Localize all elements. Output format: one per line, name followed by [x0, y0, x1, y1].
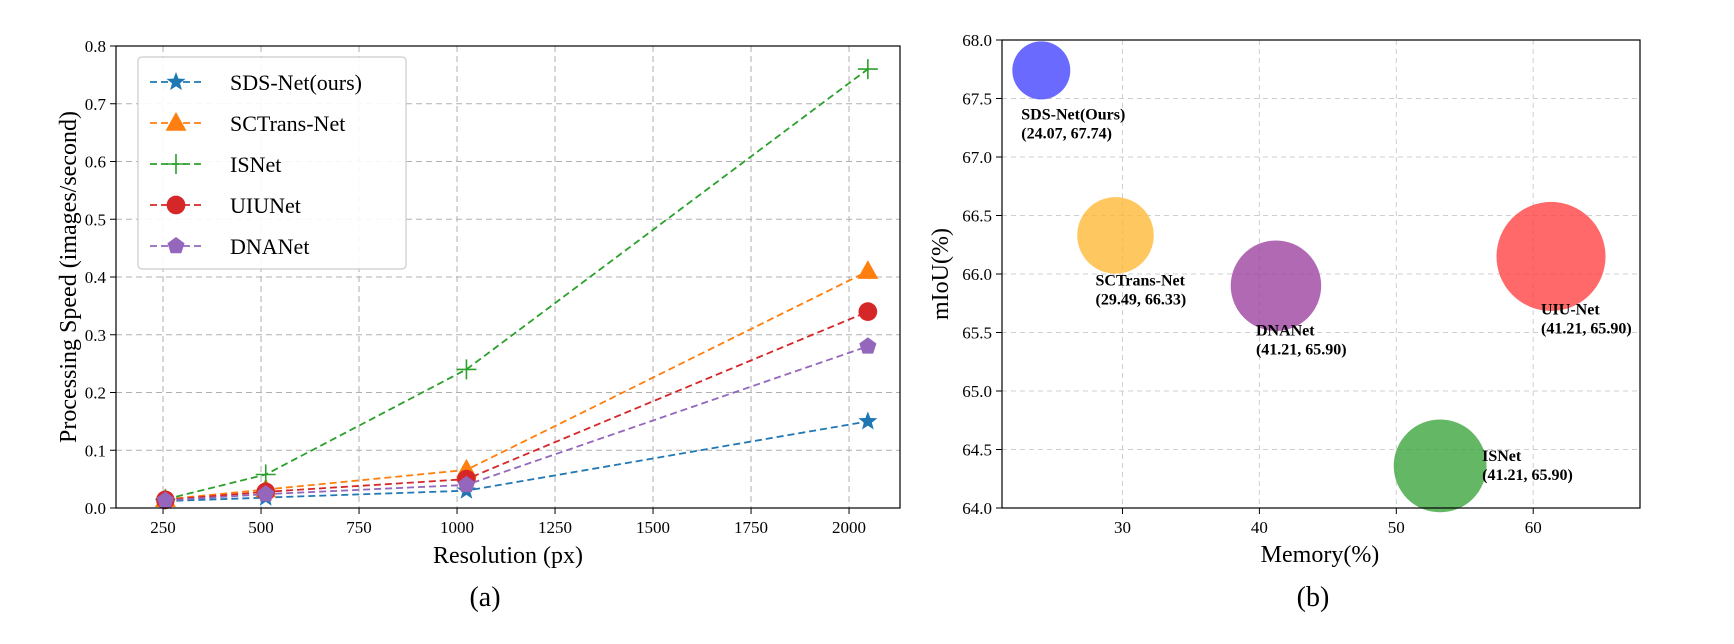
memory-chart-y-label: mIoU(%)	[928, 228, 954, 320]
bubble	[1393, 419, 1487, 513]
bubble-value-label: (41.21, 65.90)	[1256, 342, 1347, 359]
y-tick-label: 67.0	[962, 148, 992, 167]
bubble-name-label: ISNet	[1482, 448, 1522, 465]
data-point	[858, 302, 878, 321]
memory-chart-x-ticks: 30 40 50 60	[1114, 508, 1542, 537]
y-tick-label: 65.5	[962, 324, 992, 343]
data-point	[257, 485, 275, 502]
legend-label: DNANet	[230, 234, 309, 259]
y-tick-label: 0.4	[85, 268, 107, 287]
y-tick-label: 66.0	[962, 265, 992, 284]
x-tick-label: 2000	[832, 518, 866, 537]
legend-marker	[166, 195, 186, 215]
data-point	[156, 491, 174, 508]
bubble	[1012, 41, 1071, 100]
series-line	[165, 310, 869, 501]
series-line	[165, 345, 869, 502]
y-tick-label: 64.5	[962, 441, 992, 460]
memory-chart-point-labels: SDS-Net(Ours) (24.07, 67.74) SCTrans-Net (2…	[1021, 106, 1631, 483]
y-tick-label: 0.0	[85, 499, 106, 518]
series-4	[156, 337, 877, 508]
bubble	[1496, 201, 1606, 311]
y-tick-label: 0.3	[85, 326, 106, 345]
speed-chart-x-label: Resolution (px)	[433, 543, 583, 569]
legend-label: ISNet	[230, 152, 281, 177]
data-point	[457, 475, 476, 493]
y-tick-label: 0.7	[85, 95, 107, 114]
data-point	[857, 260, 879, 279]
speed-chart-y-label: Processing Speed (images/second)	[56, 111, 82, 443]
x-tick-label: 50	[1388, 518, 1405, 537]
bubble-value-label: (29.49, 66.33)	[1095, 291, 1186, 308]
memory-miou-chart: 30 40 50 60 64.0 64.5 65.0 65.5 66.0 66.5 67.0 67.…	[928, 31, 1641, 613]
x-tick-label: 1000	[440, 518, 474, 537]
speed-chart-caption: (a)	[469, 582, 500, 613]
legend-marker	[166, 154, 186, 174]
legend-label: SDS-Net(ours)	[230, 70, 362, 95]
speed-chart-legend: SDS-Net(ours) SCTrans-Net ISNet UIUNet DNANe…	[137, 56, 407, 270]
legend-marker	[167, 237, 185, 254]
legend-marker	[165, 112, 187, 131]
y-tick-label: 0.8	[85, 37, 106, 56]
bubble-value-label: (24.07, 67.74)	[1021, 125, 1112, 142]
y-tick-label: 0.5	[85, 210, 106, 229]
legend-marker	[166, 72, 186, 91]
memory-chart-x-label: Memory(%)	[1261, 542, 1380, 568]
data-point	[255, 464, 276, 485]
series-line	[165, 270, 869, 501]
speed-chart: 250 500 750 1000 1250 1500 1750 2000 0.00.10.20…	[56, 37, 901, 613]
y-tick-label: 64.0	[962, 499, 992, 518]
x-tick-label: 30	[1114, 518, 1131, 537]
data-point	[858, 411, 878, 430]
bubble-value-label: (41.21, 65.90)	[1482, 467, 1573, 484]
y-tick-label: 0.1	[85, 441, 106, 460]
x-tick-label: 40	[1251, 518, 1268, 537]
series-line	[165, 420, 869, 502]
x-tick-label: 500	[248, 518, 274, 537]
bubble-name-label: SCTrans-Net	[1095, 272, 1185, 289]
x-tick-label: 750	[346, 518, 372, 537]
y-tick-label: 67.5	[962, 90, 992, 109]
speed-chart-x-ticks: 250 500 750 1000 1250 1500 1750 2000	[150, 508, 866, 537]
x-tick-label: 1250	[538, 518, 572, 537]
y-tick-label: 65.0	[962, 382, 992, 401]
bubble-name-label: DNANet	[1256, 323, 1315, 340]
data-point	[456, 359, 477, 380]
memory-chart-caption: (b)	[1297, 582, 1330, 613]
legend-label: SCTrans-Net	[230, 111, 345, 136]
speed-chart-series	[154, 59, 879, 510]
bubble-value-label: (41.21, 65.90)	[1541, 320, 1632, 337]
bubble-name-label: UIU-Net	[1541, 301, 1600, 318]
x-tick-label: 1750	[734, 518, 768, 537]
y-tick-label: 0.2	[85, 384, 106, 403]
x-tick-label: 60	[1525, 518, 1542, 537]
legend-label: UIUNet	[230, 193, 301, 218]
y-tick-label: 68.0	[962, 31, 992, 50]
memory-chart-y-ticks: 64.0 64.5 65.0 65.5 66.0 66.5 67.0 67.5 68.0	[962, 31, 1002, 518]
x-tick-label: 1500	[636, 518, 670, 537]
data-point	[859, 337, 877, 354]
bubble	[1077, 197, 1154, 274]
x-tick-label: 250	[150, 518, 176, 537]
y-tick-label: 66.5	[962, 207, 992, 226]
bubble	[1230, 240, 1322, 331]
speed-chart-y-ticks: 0.0 0.1 0.2 0.3 0.4 0.5 0.6 0.7 0.8	[85, 37, 116, 518]
memory-chart-bubbles	[1012, 41, 1606, 513]
bubble-name-label: SDS-Net(Ours)	[1021, 106, 1125, 123]
data-point	[857, 59, 878, 80]
y-tick-label: 0.6	[85, 153, 106, 172]
